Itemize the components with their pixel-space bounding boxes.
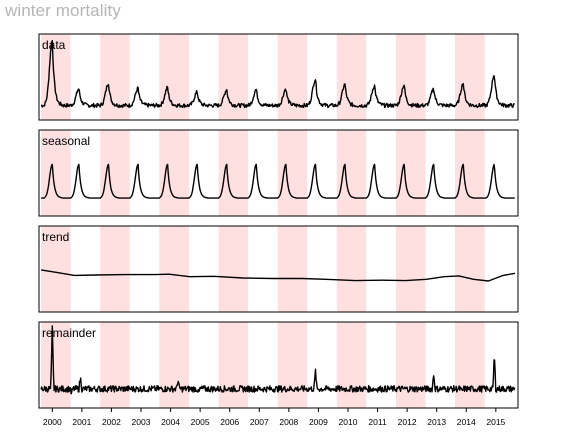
x-tick-label-2010: 2010: [339, 417, 358, 427]
winter-band-trend-4: [277, 226, 308, 312]
x-tick-label-2005: 2005: [191, 417, 210, 427]
panel-frame-trend: [38, 225, 519, 313]
winter-band-trend-5: [336, 226, 367, 312]
x-tick-label-2008: 2008: [279, 417, 298, 427]
winter-band-seasonal-4: [277, 130, 308, 216]
series-line-remainder: [40, 325, 516, 395]
panel-label-trend: trend: [42, 230, 69, 244]
page-title: winter mortality: [5, 1, 121, 20]
panel-frame-seasonal: [38, 129, 519, 217]
winter-band-seasonal-3: [218, 130, 249, 216]
winter-band-remainder-0: [41, 322, 71, 408]
winter-band-remainder-6: [395, 322, 426, 408]
winter-band-remainder-3: [218, 322, 249, 408]
winter-band-seasonal-0: [41, 130, 71, 216]
panel-label-data: data: [42, 38, 66, 52]
x-tick-label-2012: 2012: [398, 417, 417, 427]
x-tick-label-2006: 2006: [220, 417, 239, 427]
series-line-data: [40, 40, 515, 109]
x-tick-label-2013: 2013: [427, 417, 446, 427]
winter-band-seasonal-2: [159, 130, 189, 216]
winter-band-data-6: [395, 34, 426, 120]
x-tick-label-2011: 2011: [368, 417, 387, 427]
series-line-trend: [40, 269, 516, 282]
x-tick-label-2001: 2001: [72, 417, 91, 427]
winter-band-remainder-1: [100, 322, 130, 408]
panel-frame-remainder: [38, 321, 519, 409]
x-tick-label-2004: 2004: [161, 417, 180, 427]
panel-frame-data: [38, 33, 519, 121]
winter-band-seasonal-7: [455, 130, 485, 216]
winter-band-trend-3: [218, 226, 249, 312]
winter-band-data-1: [100, 34, 130, 120]
panel-label-remainder: remainder: [42, 326, 96, 340]
winter-band-seasonal-1: [100, 130, 130, 216]
panel-label-seasonal: seasonal: [42, 134, 90, 148]
winter-band-remainder-4: [277, 322, 308, 408]
winter-band-trend-2: [159, 226, 189, 312]
x-tick-label-2009: 2009: [309, 417, 328, 427]
winter-band-seasonal-6: [395, 130, 426, 216]
x-tick-label-2002: 2002: [102, 417, 121, 427]
x-tick-label-2000: 2000: [43, 417, 62, 427]
x-tick-label-2015: 2015: [486, 417, 505, 427]
winter-band-remainder-5: [336, 322, 367, 408]
winter-band-seasonal-5: [336, 130, 367, 216]
series-line-seasonal: [41, 163, 515, 199]
x-tick-label-2003: 2003: [132, 417, 151, 427]
winter-band-trend-0: [41, 226, 71, 312]
winter-band-data-3: [218, 34, 249, 120]
winter-band-remainder-7: [455, 322, 485, 408]
x-tick-label-2007: 2007: [250, 417, 269, 427]
x-tick-label-2014: 2014: [457, 417, 476, 427]
winter-band-trend-6: [395, 226, 426, 312]
winter-band-trend-1: [100, 226, 130, 312]
winter-band-remainder-2: [159, 322, 189, 408]
winter-band-trend-7: [455, 226, 485, 312]
